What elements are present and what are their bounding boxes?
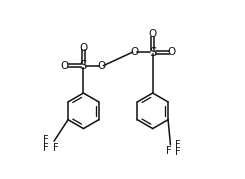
Text: O: O xyxy=(148,29,157,39)
Text: O: O xyxy=(79,43,87,53)
Text: S: S xyxy=(80,59,87,72)
Text: F: F xyxy=(175,140,180,150)
Text: O: O xyxy=(97,61,105,71)
Text: F: F xyxy=(43,135,49,145)
Text: O: O xyxy=(61,61,69,71)
Text: F: F xyxy=(175,147,180,157)
Text: F: F xyxy=(166,146,172,156)
Text: F: F xyxy=(43,143,49,153)
Text: S: S xyxy=(149,46,156,59)
Text: O: O xyxy=(167,47,175,57)
Text: F: F xyxy=(53,143,59,153)
Text: O: O xyxy=(131,47,139,57)
